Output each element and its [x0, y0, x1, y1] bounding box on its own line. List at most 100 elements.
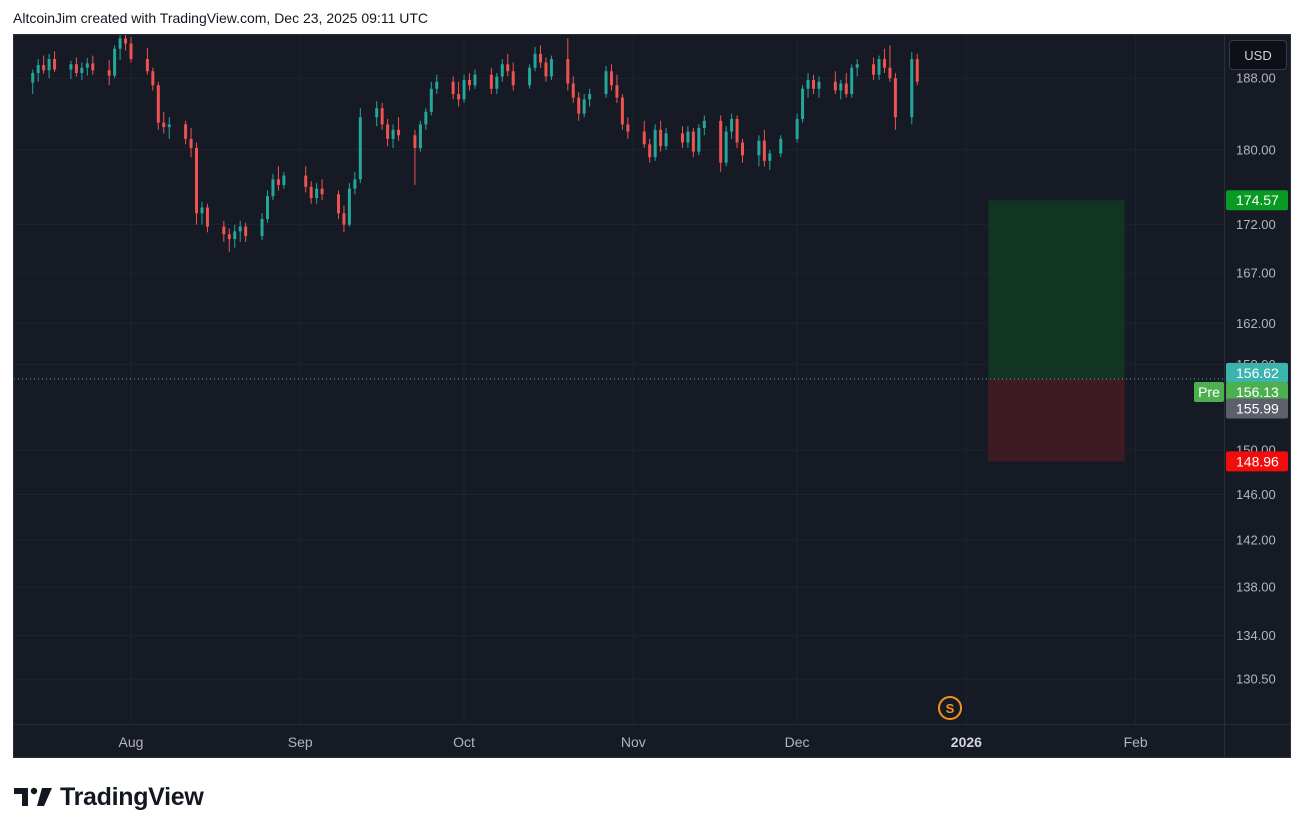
candle-body-up	[533, 53, 537, 68]
prev-close-price-label-bg	[1226, 398, 1288, 419]
candle-body-down	[380, 108, 384, 125]
candle-body-up	[500, 64, 504, 77]
candle-body-down	[397, 129, 401, 136]
candle-body-down	[386, 124, 390, 139]
candle-body-up	[85, 63, 89, 68]
candle-body-down	[156, 85, 160, 123]
x-axis-tick-label: Aug	[119, 734, 144, 750]
candle-body-up	[113, 48, 117, 76]
y-axis-tick-label: 172.00	[1236, 217, 1276, 232]
candle-body-up	[549, 59, 553, 77]
candle-body-up	[855, 64, 859, 68]
candle-body-up	[473, 74, 477, 86]
candle-body-up	[795, 118, 799, 139]
candle-body-up	[910, 59, 914, 118]
candle-body-down	[129, 43, 133, 60]
y-axis-tick-label: 146.00	[1236, 487, 1276, 502]
candle-body-down	[719, 120, 723, 163]
candle-body-down	[489, 74, 493, 89]
price-chart[interactable]: 188.00180.00172.00167.00162.00158.00150.…	[14, 35, 1290, 757]
position-loss-zone	[988, 378, 1125, 462]
candle-body-up	[347, 188, 351, 225]
candle-body-down	[615, 85, 619, 98]
candle-body-up	[779, 138, 783, 154]
x-axis-tick-label: Feb	[1124, 734, 1148, 750]
candle-body-down	[320, 188, 324, 195]
candle-body-down	[468, 79, 472, 86]
y-axis-tick-label: 188.00	[1236, 71, 1276, 86]
candle-body-up	[418, 124, 422, 148]
candle-body-up	[528, 67, 532, 86]
candle-body-down	[244, 226, 248, 237]
candle-body-down	[735, 118, 739, 143]
candle-body-down	[184, 124, 188, 139]
time-axis-separator	[14, 724, 1290, 725]
candle-body-down	[915, 59, 919, 82]
candle-body-up	[653, 129, 657, 158]
last-price-label-bg	[1226, 362, 1288, 383]
candle-body-down	[511, 71, 515, 86]
candle-body-up	[391, 129, 395, 139]
candle-body-up	[768, 153, 772, 161]
y-axis-tick-label: 130.50	[1236, 672, 1276, 687]
candle-body-up	[260, 218, 264, 237]
candle-body-down	[91, 63, 95, 71]
candle-body-down	[642, 131, 646, 145]
candle-body-up	[315, 188, 319, 199]
last-price-label: 156.62	[1236, 365, 1279, 381]
tradingview-brand[interactable]: TradingView	[14, 782, 204, 812]
target-price-label-bg	[1226, 190, 1288, 211]
y-axis-tick-label: 162.00	[1236, 316, 1276, 331]
candle-body-down	[151, 71, 155, 86]
candle-body-up	[358, 117, 362, 180]
candle-body-down	[691, 131, 695, 152]
tradingview-logo-icon	[14, 787, 52, 806]
candle-body-up	[200, 207, 204, 214]
candle-body-down	[571, 83, 575, 98]
candle-body-up	[817, 81, 821, 89]
candle-body-up	[850, 67, 854, 95]
event-marker-text: S	[946, 701, 955, 716]
event-marker-icon	[938, 696, 962, 720]
target-price-label: 174.57	[1236, 192, 1279, 208]
candle-body-up	[588, 94, 592, 100]
candle-body-down	[844, 83, 848, 95]
y-axis-tick-label: 138.00	[1236, 580, 1276, 595]
candle-body-down	[309, 186, 313, 199]
candle-body-down	[413, 135, 417, 148]
x-axis-tick-label: Sep	[288, 734, 313, 750]
pre-market-price-label-bg	[1226, 382, 1288, 403]
candle-body-down	[189, 138, 193, 148]
candle-body-up	[282, 175, 286, 185]
candle-body-up	[582, 99, 586, 114]
candle-body-down	[107, 70, 111, 76]
candle-body-up	[686, 131, 690, 143]
candle-body-up	[36, 65, 40, 73]
candles	[31, 35, 919, 252]
pre-tag-bg	[1194, 382, 1224, 403]
candle-body-down	[336, 194, 340, 214]
candle-body-down	[304, 175, 308, 187]
candle-body-down	[566, 59, 570, 84]
chart-panel[interactable]: 188.00180.00172.00167.00162.00158.00150.…	[13, 34, 1291, 758]
candle-body-up	[271, 179, 275, 197]
price-axis-separator	[1224, 35, 1225, 757]
candle-body-up	[495, 76, 499, 89]
candle-body-up	[697, 127, 701, 152]
candle-body-down	[42, 65, 46, 71]
candle-body-down	[893, 78, 897, 118]
candle-body-up	[375, 108, 379, 118]
candle-body-up	[806, 79, 810, 89]
candle-body-down	[620, 97, 624, 125]
candle-body-down	[680, 133, 684, 143]
candle-body-down	[205, 207, 209, 227]
candle-body-up	[801, 88, 805, 119]
candle-body-up	[80, 67, 84, 73]
candle-body-up	[664, 133, 668, 147]
candle-body-up	[47, 59, 51, 71]
currency-button[interactable]: USD	[1229, 40, 1287, 70]
candle-body-down	[124, 38, 128, 44]
candle-body-down	[741, 142, 745, 156]
candle-body-down	[53, 59, 57, 70]
candle-body-up	[266, 196, 269, 219]
